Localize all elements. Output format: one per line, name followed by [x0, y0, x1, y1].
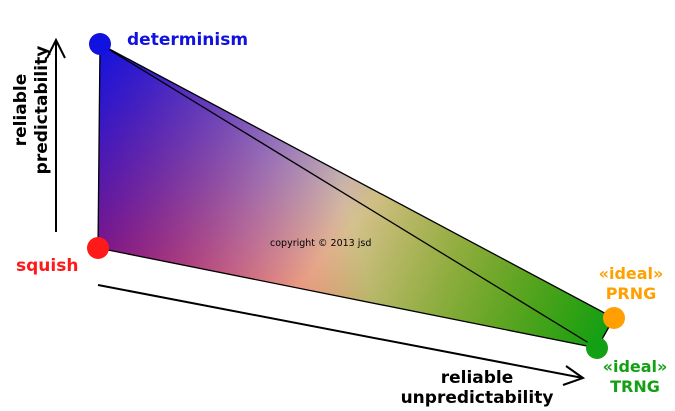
horizontal-axis-arrow	[97, 284, 586, 386]
squish-vertex	[87, 237, 109, 259]
vertical-axis-label: reliable predictability	[11, 20, 55, 200]
vertical-axis-arrow	[46, 37, 66, 232]
prng-label-line1: «ideal»	[598, 264, 664, 283]
determinism-label: determinism	[127, 30, 249, 50]
horizontal-axis-label: reliable unpredictability	[392, 368, 562, 408]
horizontal-axis-label-line2: unpredictability	[400, 388, 554, 408]
trng-label-line2: TRNG	[610, 377, 660, 396]
trng-vertex	[586, 337, 608, 359]
vertical-axis-label-line1: reliable	[11, 73, 31, 147]
determinism-vertex	[89, 33, 111, 55]
prng-label-line2: PRNG	[605, 284, 657, 303]
vertical-axis-label-line2: predictability	[32, 45, 52, 175]
trng-label-line1: «ideal»	[602, 357, 668, 376]
gradient-blue-layer	[98, 44, 614, 348]
trng-label: «ideal» TRNG	[602, 357, 668, 397]
horizontal-axis-label-line1: reliable	[440, 368, 514, 388]
prng-label: «ideal» PRNG	[598, 264, 664, 304]
squish-label: squish	[16, 256, 79, 276]
prng-vertex	[603, 307, 625, 329]
copyright-notice: copyright © 2013 jsd	[270, 238, 372, 249]
